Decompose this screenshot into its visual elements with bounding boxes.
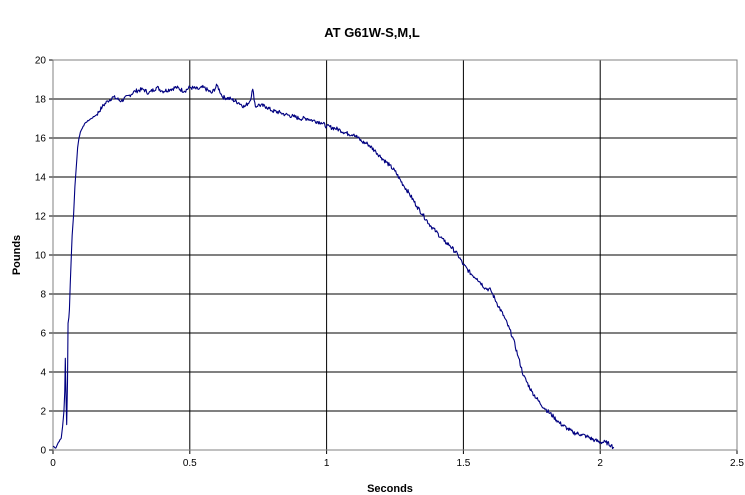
x-tick-label: 0 [50,458,56,469]
y-tick-label: 0 [40,446,46,457]
x-tick-label: 1 [324,458,330,469]
x-tick-label: 1.5 [456,458,470,469]
y-tick-label: 16 [35,134,47,145]
y-tick-label: 14 [35,173,47,184]
x-axis-label: Seconds [367,483,413,495]
x-tick-label: 2 [597,458,603,469]
y-tick-label: 6 [40,329,46,340]
y-tick-label: 4 [40,368,46,379]
plot-area: 0 2 4 6 8 10 12 14 16 18 20 0 0.5 1 1.5 2 2.5 [35,56,745,470]
plot-border [52,59,738,451]
y-tick-label: 12 [35,212,47,223]
y-tick-label: 8 [40,290,46,301]
y-tick-label: 2 [40,407,46,418]
x-tick-label: 0.5 [183,458,197,469]
chart-title: AT G61W-S,M,L [324,25,420,40]
y-tick-label: 10 [35,251,47,262]
series-line [52,83,615,450]
y-axis-label: Pounds [11,235,23,275]
y-tick-label: 20 [35,56,47,67]
y-tick-label: 18 [35,95,47,106]
x-tick-label: 2.5 [730,458,744,469]
